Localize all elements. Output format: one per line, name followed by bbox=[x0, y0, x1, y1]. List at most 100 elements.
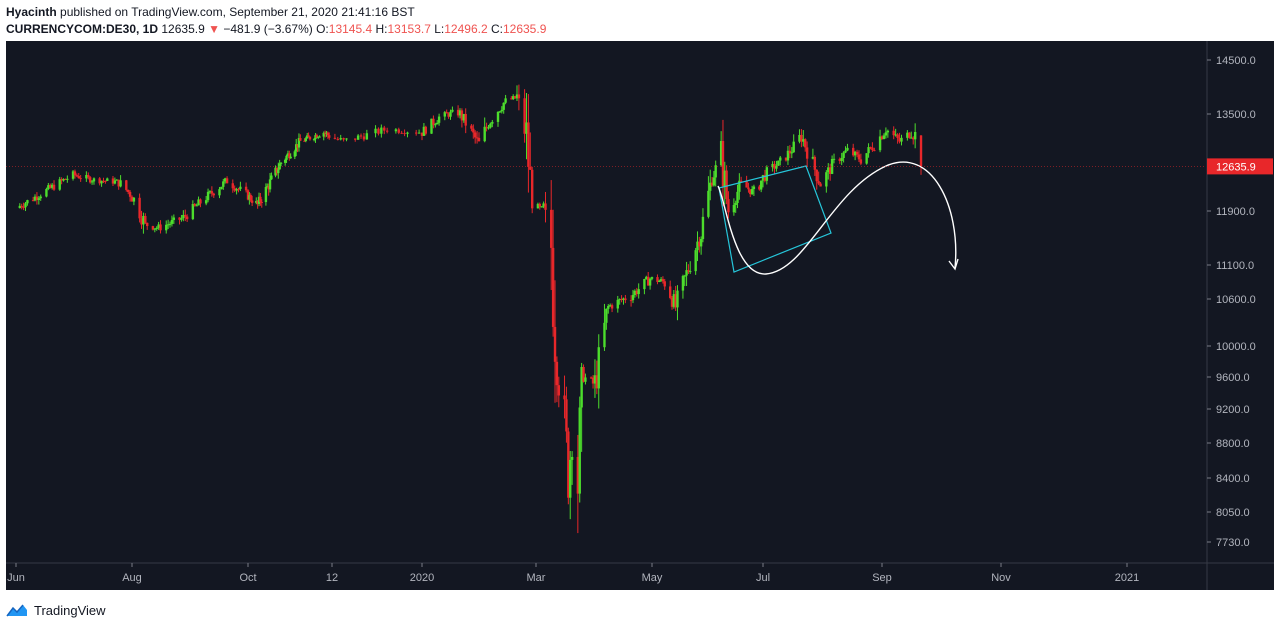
y-tick-label: 10000.0 bbox=[1216, 341, 1256, 353]
candle-body bbox=[212, 193, 215, 196]
candle-body bbox=[496, 111, 500, 122]
candle-body bbox=[919, 135, 923, 167]
channel-annotation bbox=[718, 165, 832, 273]
candle-body bbox=[380, 127, 383, 134]
candle-body bbox=[274, 167, 277, 176]
last-price: 12635.9 bbox=[161, 22, 205, 36]
candle-body bbox=[270, 175, 273, 180]
candle-body bbox=[663, 281, 666, 287]
candle-body bbox=[589, 377, 593, 379]
candle-body bbox=[819, 183, 822, 187]
candle-body bbox=[144, 215, 147, 223]
candle-body bbox=[838, 158, 841, 161]
candle-body bbox=[536, 203, 540, 209]
candle-body bbox=[622, 298, 625, 300]
candle-body bbox=[239, 186, 242, 190]
candle-body bbox=[125, 180, 128, 190]
candle-body bbox=[502, 102, 505, 110]
candle-body bbox=[618, 299, 621, 301]
candle-body bbox=[763, 174, 767, 181]
candle-body bbox=[758, 186, 761, 190]
candle-body bbox=[126, 189, 130, 192]
candle-body bbox=[151, 226, 155, 230]
candle-body bbox=[906, 132, 909, 138]
candle-body bbox=[394, 129, 398, 132]
candle-body bbox=[359, 135, 363, 137]
candle-body bbox=[267, 186, 270, 190]
candle-body bbox=[317, 136, 320, 138]
candle-body bbox=[550, 209, 553, 248]
candle-body bbox=[377, 128, 380, 134]
candle-body bbox=[685, 270, 688, 276]
candle-body bbox=[896, 134, 899, 139]
candle-body bbox=[447, 113, 450, 117]
symbol-name[interactable]: CURRENCYCOM:DE30, 1D bbox=[6, 22, 159, 36]
candles bbox=[18, 84, 923, 534]
candle-body bbox=[567, 431, 570, 498]
candle-body bbox=[248, 195, 251, 200]
high-label: H: bbox=[375, 22, 388, 36]
candle-body bbox=[719, 141, 723, 166]
candle-body bbox=[570, 456, 574, 460]
candle-body bbox=[800, 134, 803, 142]
candle-body bbox=[249, 195, 252, 201]
candle-body bbox=[98, 178, 101, 184]
candle-body bbox=[128, 191, 132, 197]
candle-body bbox=[237, 189, 240, 191]
candle-body bbox=[244, 186, 248, 191]
candle-body bbox=[629, 300, 633, 302]
candle-body bbox=[687, 270, 690, 272]
candle-body bbox=[674, 294, 677, 308]
candle-body bbox=[732, 204, 736, 213]
candle-body bbox=[500, 109, 503, 112]
candle-body bbox=[73, 171, 77, 176]
candle-body bbox=[771, 163, 774, 168]
candle-body bbox=[193, 203, 196, 206]
candle-body bbox=[749, 189, 752, 195]
candle-body bbox=[523, 98, 526, 134]
candle-body bbox=[538, 203, 542, 207]
candle-body bbox=[18, 205, 22, 208]
candle-body bbox=[707, 190, 710, 217]
x-tick-label: Jul bbox=[756, 572, 770, 584]
candle-body bbox=[878, 136, 882, 151]
candle-body bbox=[650, 277, 654, 279]
candle-body bbox=[460, 110, 464, 121]
candle-body bbox=[102, 180, 105, 182]
tradingview-logo-icon[interactable] bbox=[6, 602, 28, 618]
candle-body bbox=[470, 125, 473, 129]
candle-body bbox=[489, 123, 492, 128]
candle-body bbox=[610, 305, 614, 309]
candlestick-chart[interactable]: 14500.0 13500.0 11900.0 11100.0 10600.0 10000… bbox=[6, 41, 1274, 590]
candle-body bbox=[825, 172, 828, 187]
candle-body bbox=[472, 128, 475, 133]
candle-body bbox=[342, 138, 345, 140]
candle-body bbox=[817, 181, 820, 184]
candle-body bbox=[64, 178, 67, 180]
candle-body bbox=[178, 217, 181, 220]
candle-body bbox=[584, 377, 587, 382]
candle-body bbox=[45, 189, 48, 197]
open-label: O: bbox=[316, 22, 329, 36]
chart-area[interactable]: 14500.0 13500.0 11900.0 11100.0 10600.0 10000… bbox=[6, 41, 1274, 590]
candle-body bbox=[504, 98, 507, 103]
candle-body bbox=[681, 276, 685, 291]
candle-body bbox=[264, 186, 268, 203]
candle-body bbox=[513, 96, 517, 99]
tradingview-brand[interactable]: TradingView bbox=[34, 602, 106, 618]
candle-body bbox=[842, 152, 845, 159]
author-name[interactable]: Hyacinth bbox=[6, 5, 57, 19]
candle-body bbox=[279, 162, 283, 164]
candle-body bbox=[565, 399, 568, 432]
candle-body bbox=[852, 147, 855, 156]
candle-body bbox=[894, 134, 897, 136]
candle-body bbox=[153, 228, 157, 230]
candle-body bbox=[336, 138, 340, 140]
candle-body bbox=[815, 169, 818, 182]
candle-body bbox=[648, 278, 652, 286]
candle-body bbox=[268, 179, 272, 190]
candle-body bbox=[223, 178, 227, 182]
last-price-label: 12635.9 bbox=[1216, 161, 1256, 173]
candle-body bbox=[701, 216, 705, 239]
candle-body bbox=[255, 200, 258, 203]
